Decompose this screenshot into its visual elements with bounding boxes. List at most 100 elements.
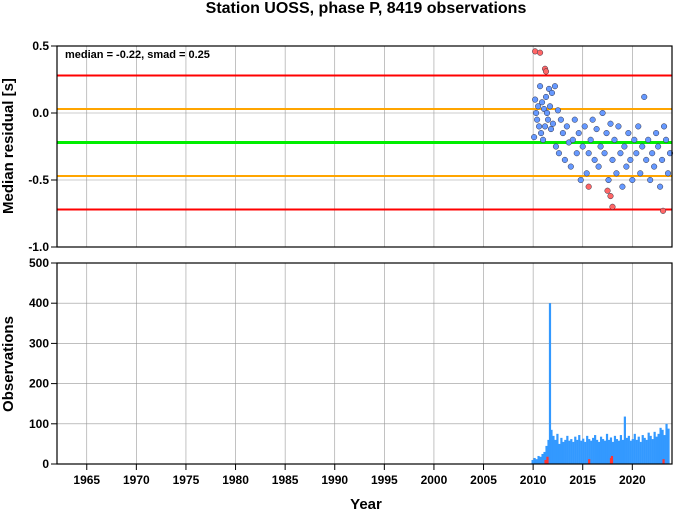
residual-point xyxy=(563,123,570,130)
residual-point xyxy=(655,143,662,150)
observation-bar xyxy=(629,440,632,464)
residual-point xyxy=(633,150,640,157)
residual-y-axis-label: Median residual [s] xyxy=(0,78,17,214)
residual-y-tick-label: 0.0 xyxy=(32,106,49,120)
observations-y-tick-label: 500 xyxy=(29,256,49,270)
residual-point xyxy=(651,163,658,170)
residual-point xyxy=(569,136,576,143)
residual-point xyxy=(609,203,616,210)
x-tick-label: 1970 xyxy=(123,473,150,487)
observation-bar xyxy=(539,456,542,464)
observation-bar xyxy=(649,435,652,464)
residual-point xyxy=(549,120,557,127)
observations-y-tick-label: 200 xyxy=(29,377,49,391)
residual-point xyxy=(554,107,561,114)
observation-bar xyxy=(607,439,611,464)
residual-point xyxy=(623,163,630,170)
observations-bars xyxy=(531,303,670,464)
observation-bar xyxy=(560,437,563,464)
observation-bar xyxy=(582,438,585,464)
residual-point xyxy=(533,109,540,117)
observation-bar xyxy=(647,432,650,464)
observation-bar xyxy=(544,459,547,464)
observations-x-ticks: 1965 1970 1975 1980 1985 1990 1995 2000 2005 2010… xyxy=(73,464,646,487)
residual-point xyxy=(645,136,652,143)
observations-plot-area xyxy=(57,263,672,464)
x-tick-label: 2020 xyxy=(619,473,646,487)
residual-point xyxy=(559,130,566,137)
residual-point xyxy=(625,130,632,137)
residual-point xyxy=(591,156,598,163)
observation-bar xyxy=(631,439,634,464)
observation-bar xyxy=(645,439,648,464)
x-tick-label: 2005 xyxy=(470,473,497,487)
observation-bar xyxy=(603,440,607,464)
x-tick-label: 2015 xyxy=(569,473,596,487)
observation-bar xyxy=(564,439,567,464)
observation-bar xyxy=(659,427,662,464)
residual-point xyxy=(639,143,646,150)
observation-bar xyxy=(566,435,569,464)
observation-bar xyxy=(550,429,553,464)
residual-point xyxy=(599,109,606,117)
observation-bar xyxy=(546,456,549,464)
observation-bar xyxy=(578,435,581,464)
residual-plot-area xyxy=(57,46,672,247)
median-smad-annotation: median = -0.22, smad = 0.25 xyxy=(65,49,210,61)
observation-bar xyxy=(545,445,548,464)
observation-bar xyxy=(596,439,599,464)
residual-point xyxy=(613,170,620,177)
residual-point xyxy=(575,130,582,137)
observation-bar xyxy=(584,441,587,464)
residual-point xyxy=(561,156,568,163)
residual-point xyxy=(547,126,555,133)
residual-point xyxy=(641,93,648,100)
residual-point xyxy=(653,130,660,137)
residual-point xyxy=(581,123,588,130)
observation-bar xyxy=(643,437,646,464)
observation-bar xyxy=(601,439,605,464)
residual-point xyxy=(536,123,543,130)
residual-point xyxy=(619,183,626,190)
observation-bar xyxy=(611,441,615,464)
residual-point xyxy=(631,136,638,143)
residual-y-tick-label: -0.5 xyxy=(28,173,49,187)
residual-point xyxy=(552,143,559,150)
residual-point xyxy=(541,123,549,130)
observation-bar xyxy=(586,435,589,464)
residual-point xyxy=(589,116,596,123)
observation-bar xyxy=(617,440,621,464)
observation-bar xyxy=(653,431,656,464)
observation-bar xyxy=(615,439,619,464)
observation-bar xyxy=(651,439,654,464)
residual-point xyxy=(617,150,624,157)
residual-point xyxy=(545,85,553,92)
residual-point xyxy=(577,176,584,184)
observation-bar xyxy=(657,433,660,464)
residual-point xyxy=(542,93,550,100)
x-tick-label: 1985 xyxy=(272,473,299,487)
residual-point xyxy=(532,96,539,103)
observation-bar xyxy=(627,435,630,464)
observation-bar xyxy=(599,436,603,464)
observation-bar xyxy=(639,441,642,464)
x-tick-label: 2010 xyxy=(520,473,547,487)
observation-bar xyxy=(588,439,591,464)
observations-y-tick-label: 0 xyxy=(42,457,49,471)
observation-bar xyxy=(592,437,595,464)
residual-point xyxy=(532,48,539,55)
residual-point xyxy=(585,183,592,190)
residual-point xyxy=(635,123,642,130)
observation-bar xyxy=(531,459,534,464)
residual-y-tick-label: 0.5 xyxy=(32,39,49,53)
residual-point xyxy=(535,103,542,110)
observations-panel: 0 100 200 300 400 500 1965 1970 1975 1980 1985 199… xyxy=(0,256,673,511)
observations-y-ticks: 0 100 200 300 400 500 xyxy=(29,256,57,471)
observation-bar xyxy=(661,429,664,464)
observation-bar xyxy=(570,439,573,464)
residual-point xyxy=(609,156,616,163)
x-tick-label: 1990 xyxy=(321,473,348,487)
residual-point xyxy=(659,156,666,163)
observation-bar xyxy=(623,416,626,464)
